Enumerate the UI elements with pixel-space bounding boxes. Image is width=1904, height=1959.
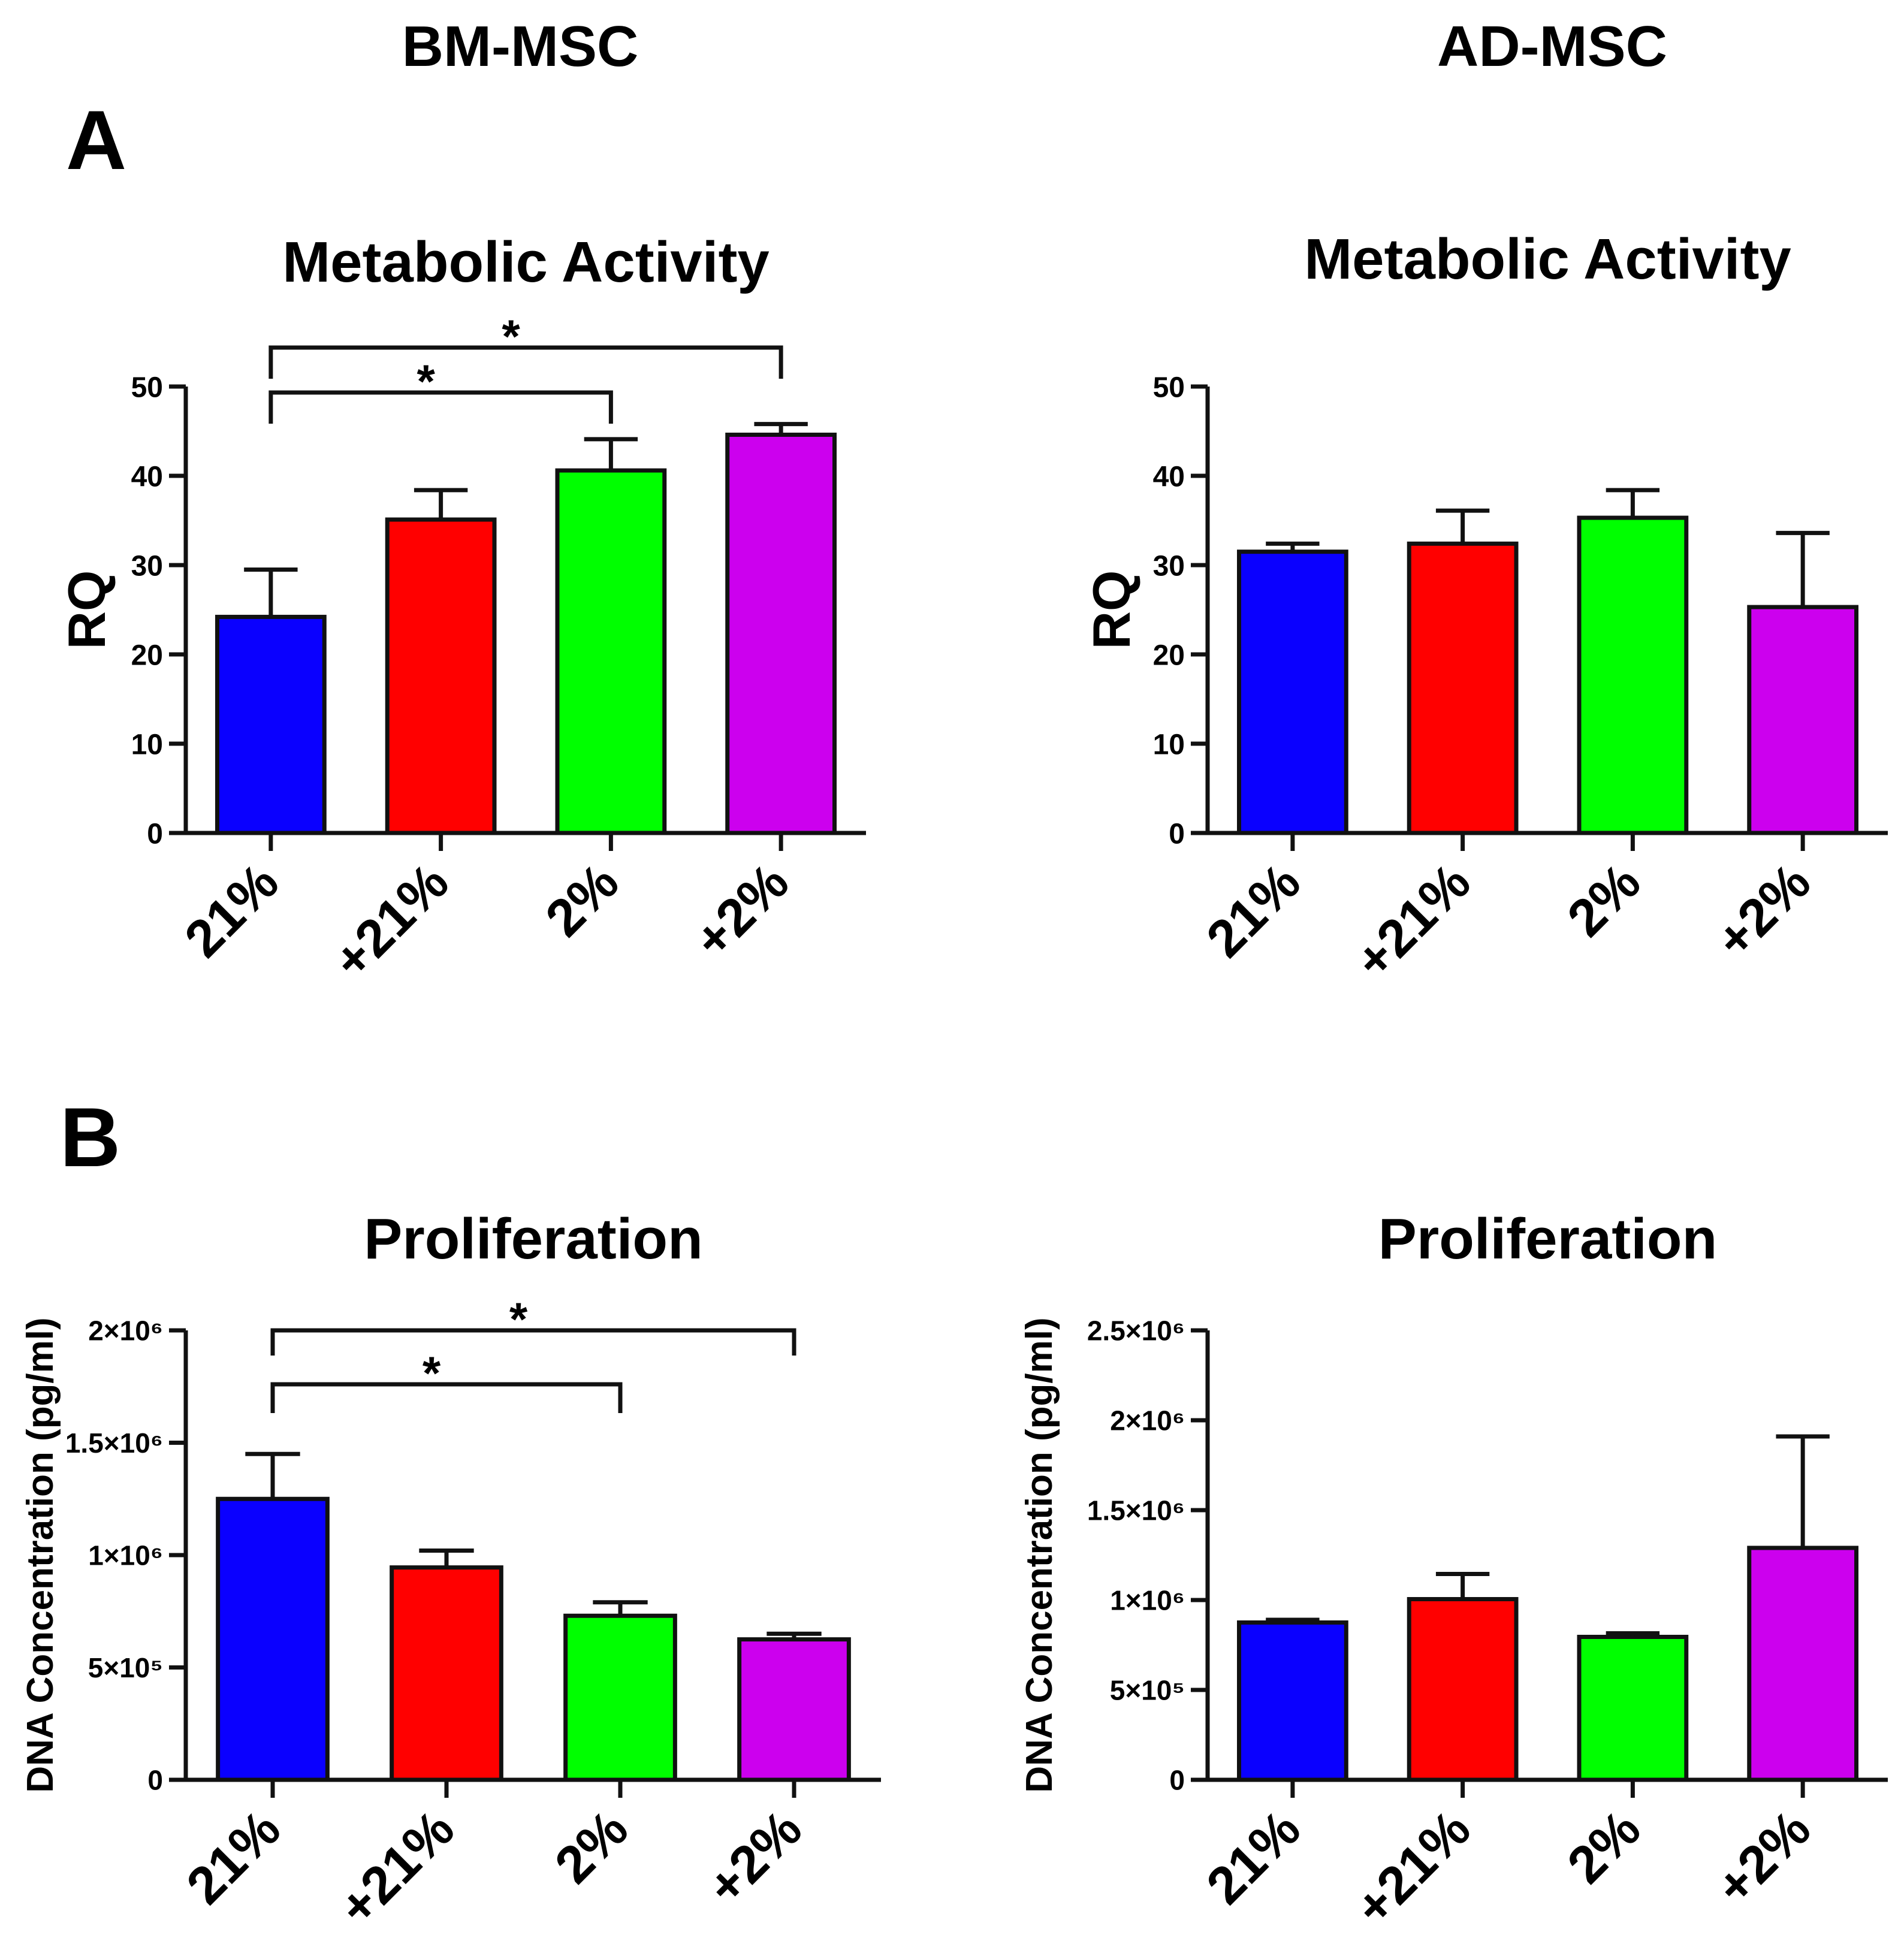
y-tick-label: 5×10⁵ — [88, 1652, 163, 1683]
panel-label-b: B — [60, 1090, 120, 1184]
bm-metabolic-chart: Metabolic Activity RQ 0 10 20 30 40 50 21% +21% 2%… — [57, 230, 866, 990]
y-tick-label: 50 — [131, 372, 163, 403]
bar-2% — [555, 468, 667, 835]
y-tick-label: 50 — [1153, 372, 1185, 403]
ad-proliferation-chart: Proliferation DNA Concentration (pg/ml) 0 5… — [1019, 1207, 1888, 1937]
x-tick-label-+21%: +21% — [1343, 852, 1481, 990]
charts-layer: Metabolic Activity RQ 0 10 20 30 40 50 21% +21% 2%… — [20, 227, 1888, 1937]
y-tick-label: 20 — [131, 639, 163, 671]
y-tick-label: 2×10⁶ — [88, 1315, 163, 1347]
y-axis-label: RQ — [1082, 571, 1141, 650]
y-tick-label: 40 — [131, 461, 163, 493]
significance-bracket — [268, 345, 783, 379]
bar-21% — [1236, 550, 1348, 835]
x-tick-label-21%: 21% — [175, 1798, 292, 1915]
significance-bracket — [270, 1328, 796, 1356]
column-title-ad-msc: AD-MSC — [1437, 14, 1667, 79]
column-title-bm-msc: BM-MSC — [402, 14, 639, 79]
x-tick-label-+21%: +21% — [1343, 1798, 1481, 1937]
y-tick-label: 20 — [1153, 639, 1185, 671]
x-tick-label-21%: 21% — [1195, 1798, 1312, 1915]
significance-star: * — [502, 310, 520, 363]
bar-+2% — [725, 432, 837, 835]
y-tick-label: 0 — [147, 1765, 163, 1796]
ad-metabolic-chart: Metabolic Activity RQ 0 10 20 30 40 50 21% +21% 2%… — [1082, 227, 1888, 990]
y-tick-label: 2×10⁶ — [1110, 1405, 1185, 1436]
significance-star: * — [509, 1293, 528, 1345]
y-tick-label: 0 — [1169, 1765, 1185, 1796]
significance-bracket — [268, 390, 613, 424]
x-tick-label-2%: 2% — [1556, 852, 1652, 947]
x-tick-label-+2%: +2% — [1704, 852, 1821, 969]
bar-+2% — [737, 1637, 851, 1782]
x-tick-label-+2%: +2% — [682, 852, 799, 969]
bar-2% — [1577, 515, 1689, 835]
chart-title: Proliferation — [1378, 1207, 1717, 1271]
x-tick-label-+2%: +2% — [695, 1798, 813, 1916]
bar-+21% — [390, 1565, 503, 1782]
bar-21% — [1236, 1620, 1348, 1782]
bar-+2% — [1747, 1546, 1859, 1782]
bar-+21% — [1407, 541, 1519, 835]
chart-title: Metabolic Activity — [282, 230, 770, 294]
x-tick-label-2%: 2% — [1556, 1798, 1652, 1894]
bar-21% — [215, 614, 327, 835]
y-tick-label: 10 — [131, 729, 163, 760]
y-tick-label: 1.5×10⁶ — [65, 1427, 163, 1459]
x-tick-label-+21%: +21% — [327, 1798, 466, 1937]
y-tick-label: 30 — [1153, 550, 1185, 582]
bar-2% — [1577, 1635, 1689, 1782]
x-tick-label-2%: 2% — [543, 1798, 639, 1894]
y-tick-label: 2.5×10⁶ — [1087, 1315, 1185, 1347]
y-tick-label: 1.5×10⁶ — [1087, 1495, 1185, 1526]
bar-2% — [563, 1613, 677, 1782]
x-tick-label-2%: 2% — [534, 852, 630, 947]
x-tick-label-21%: 21% — [173, 852, 290, 968]
y-axis-label: DNA Concentration (pg/ml) — [20, 1317, 61, 1792]
bar-+21% — [1407, 1597, 1519, 1782]
y-tick-label: 30 — [131, 550, 163, 582]
y-tick-label: 40 — [1153, 461, 1185, 493]
y-tick-label: 1×10⁶ — [88, 1540, 163, 1571]
significance-star: * — [417, 355, 435, 408]
bar-+21% — [385, 517, 497, 835]
x-tick-label-+2%: +2% — [1704, 1798, 1821, 1916]
chart-title: Metabolic Activity — [1304, 227, 1791, 291]
y-tick-label: 1×10⁶ — [1110, 1585, 1185, 1616]
significance-star: * — [423, 1347, 441, 1399]
y-tick-label: 0 — [147, 818, 163, 850]
y-axis-label: DNA Concentration (pg/ml) — [1019, 1317, 1060, 1792]
panel-label-a: A — [66, 93, 126, 187]
significance-bracket — [270, 1382, 623, 1413]
bar-21% — [216, 1496, 330, 1782]
bar-+2% — [1747, 605, 1859, 835]
bm-proliferation-chart: Proliferation DNA Concentration (pg/ml) 0 5… — [20, 1207, 881, 1937]
chart-title: Proliferation — [364, 1207, 702, 1271]
y-tick-label: 0 — [1169, 818, 1185, 850]
x-tick-label-+21%: +21% — [321, 852, 460, 990]
y-axis-label: RQ — [57, 571, 116, 650]
y-tick-label: 5×10⁵ — [1110, 1675, 1185, 1706]
x-tick-label-21%: 21% — [1195, 852, 1312, 968]
y-tick-label: 10 — [1153, 729, 1185, 760]
